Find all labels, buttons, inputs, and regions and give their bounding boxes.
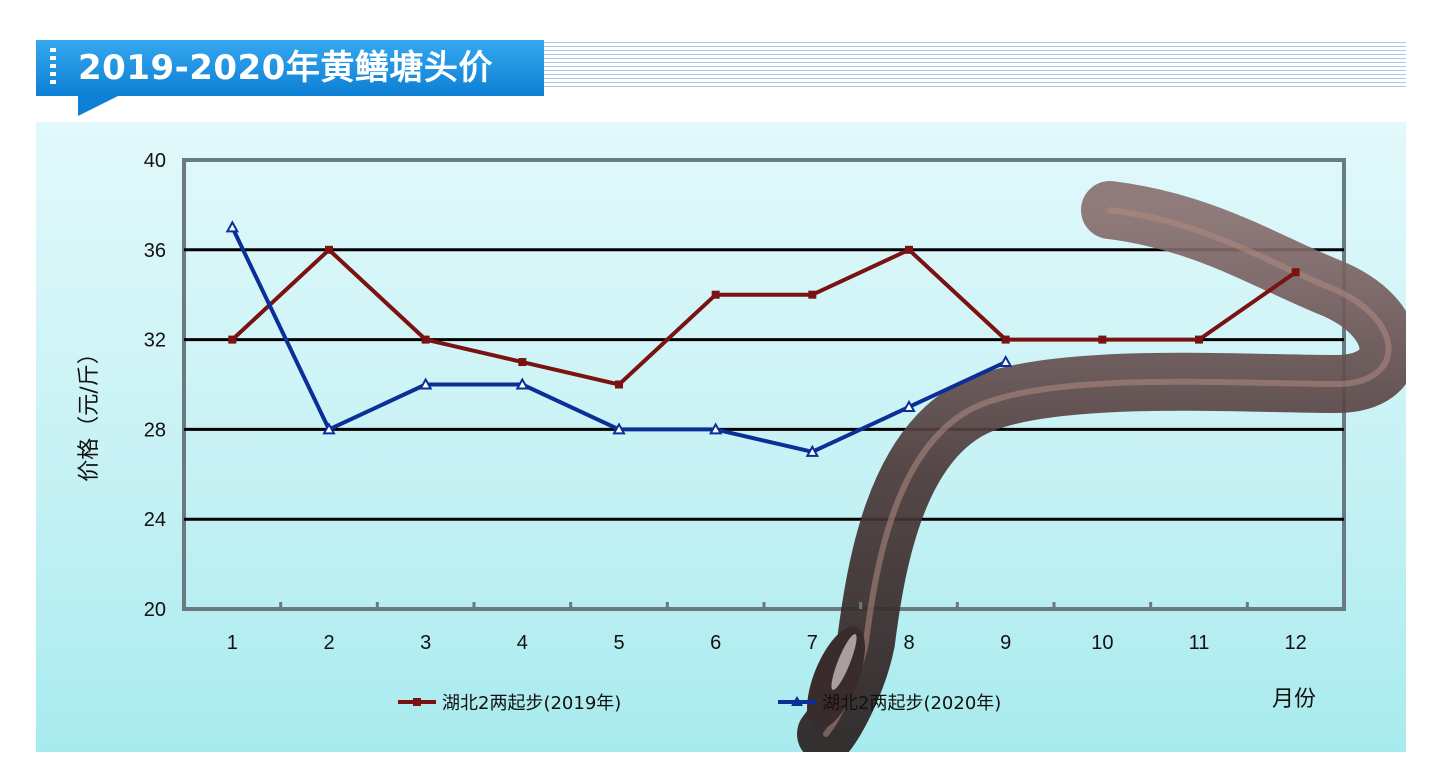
data-point-square xyxy=(325,245,333,254)
data-point-triangle xyxy=(418,377,433,390)
data-point-square xyxy=(1001,335,1010,344)
data-point-square xyxy=(615,380,623,389)
y-tick-label: 36 xyxy=(144,240,166,262)
title-banner-notch xyxy=(78,96,118,116)
x-tick-label: 1 xyxy=(227,632,238,654)
y-tick-label: 28 xyxy=(144,419,166,441)
x-tick-label: 7 xyxy=(807,632,818,654)
x-tick-label: 9 xyxy=(1000,632,1011,654)
data-point-triangle xyxy=(225,220,240,233)
series-2 xyxy=(225,220,1013,457)
series-1 xyxy=(228,245,1300,389)
data-point-triangle xyxy=(515,377,530,390)
legend-label: 湖北2两起步(2019年) xyxy=(442,693,621,714)
x-tick-label: 5 xyxy=(613,632,624,654)
chart-panel: 20 24 28 32 36 40 1 2 3 4 5 6 7 8 9 10 11 12 价格（元/斤） 月份 … xyxy=(36,122,1406,752)
chart-title: 2019-2020年黄鳝塘头价 xyxy=(78,48,493,88)
data-point-square xyxy=(711,290,720,299)
legend-item: 湖北2两起步(2020年) xyxy=(778,693,1001,714)
eel-illustration xyxy=(797,181,1406,752)
y-tick-label: 24 xyxy=(144,509,166,531)
legend-item: 湖北2两起步(2019年) xyxy=(398,693,621,714)
header-stripes xyxy=(540,42,1406,90)
data-point-triangle xyxy=(708,422,723,435)
gridlines xyxy=(184,248,1344,521)
data-point-triangle xyxy=(322,422,336,435)
data-point-square xyxy=(421,335,430,344)
data-point-square xyxy=(905,245,913,254)
y-axis-title: 价格（元/斤） xyxy=(77,342,102,481)
data-point-square xyxy=(1098,335,1107,344)
legend-marker-triangle xyxy=(791,696,803,706)
data-point-square xyxy=(1291,268,1300,277)
x-tick-label: 2 xyxy=(323,632,334,654)
x-tick-label: 10 xyxy=(1091,632,1113,654)
x-axis-title: 月份 xyxy=(1272,687,1316,712)
y-tick-label: 20 xyxy=(144,599,166,621)
series-layer xyxy=(225,220,1300,457)
x-tick-labels: 1 2 3 4 5 6 7 8 9 10 11 12 xyxy=(227,632,1307,654)
x-tick-label: 11 xyxy=(1189,632,1210,654)
x-tick-label: 3 xyxy=(420,632,431,654)
data-point-triangle xyxy=(902,399,916,412)
title-banner xyxy=(36,40,544,96)
legend-marker-square xyxy=(413,698,421,706)
legend-label: 湖北2两起步(2020年) xyxy=(822,693,1001,714)
data-point-square xyxy=(518,358,527,367)
y-tick-label: 32 xyxy=(144,330,166,352)
x-tick-label: 4 xyxy=(517,632,528,654)
data-point-triangle xyxy=(612,422,626,435)
x-tick-label: 12 xyxy=(1285,632,1307,654)
data-point-triangle xyxy=(805,444,820,457)
y-tick-label: 40 xyxy=(144,150,166,172)
data-point-square xyxy=(1195,335,1203,344)
axis-ticks xyxy=(182,602,1346,609)
data-point-triangle xyxy=(998,354,1013,368)
data-point-square xyxy=(228,335,237,344)
x-tick-label: 6 xyxy=(710,632,721,654)
x-tick-label: 8 xyxy=(903,632,914,654)
legend: 湖北2两起步(2019年) 湖北2两起步(2020年) xyxy=(398,693,1001,714)
series-line xyxy=(230,247,1297,387)
y-tick-labels: 20 24 28 32 36 40 xyxy=(144,150,166,621)
title-dotted-marker xyxy=(50,48,56,88)
data-point-square xyxy=(808,290,817,299)
